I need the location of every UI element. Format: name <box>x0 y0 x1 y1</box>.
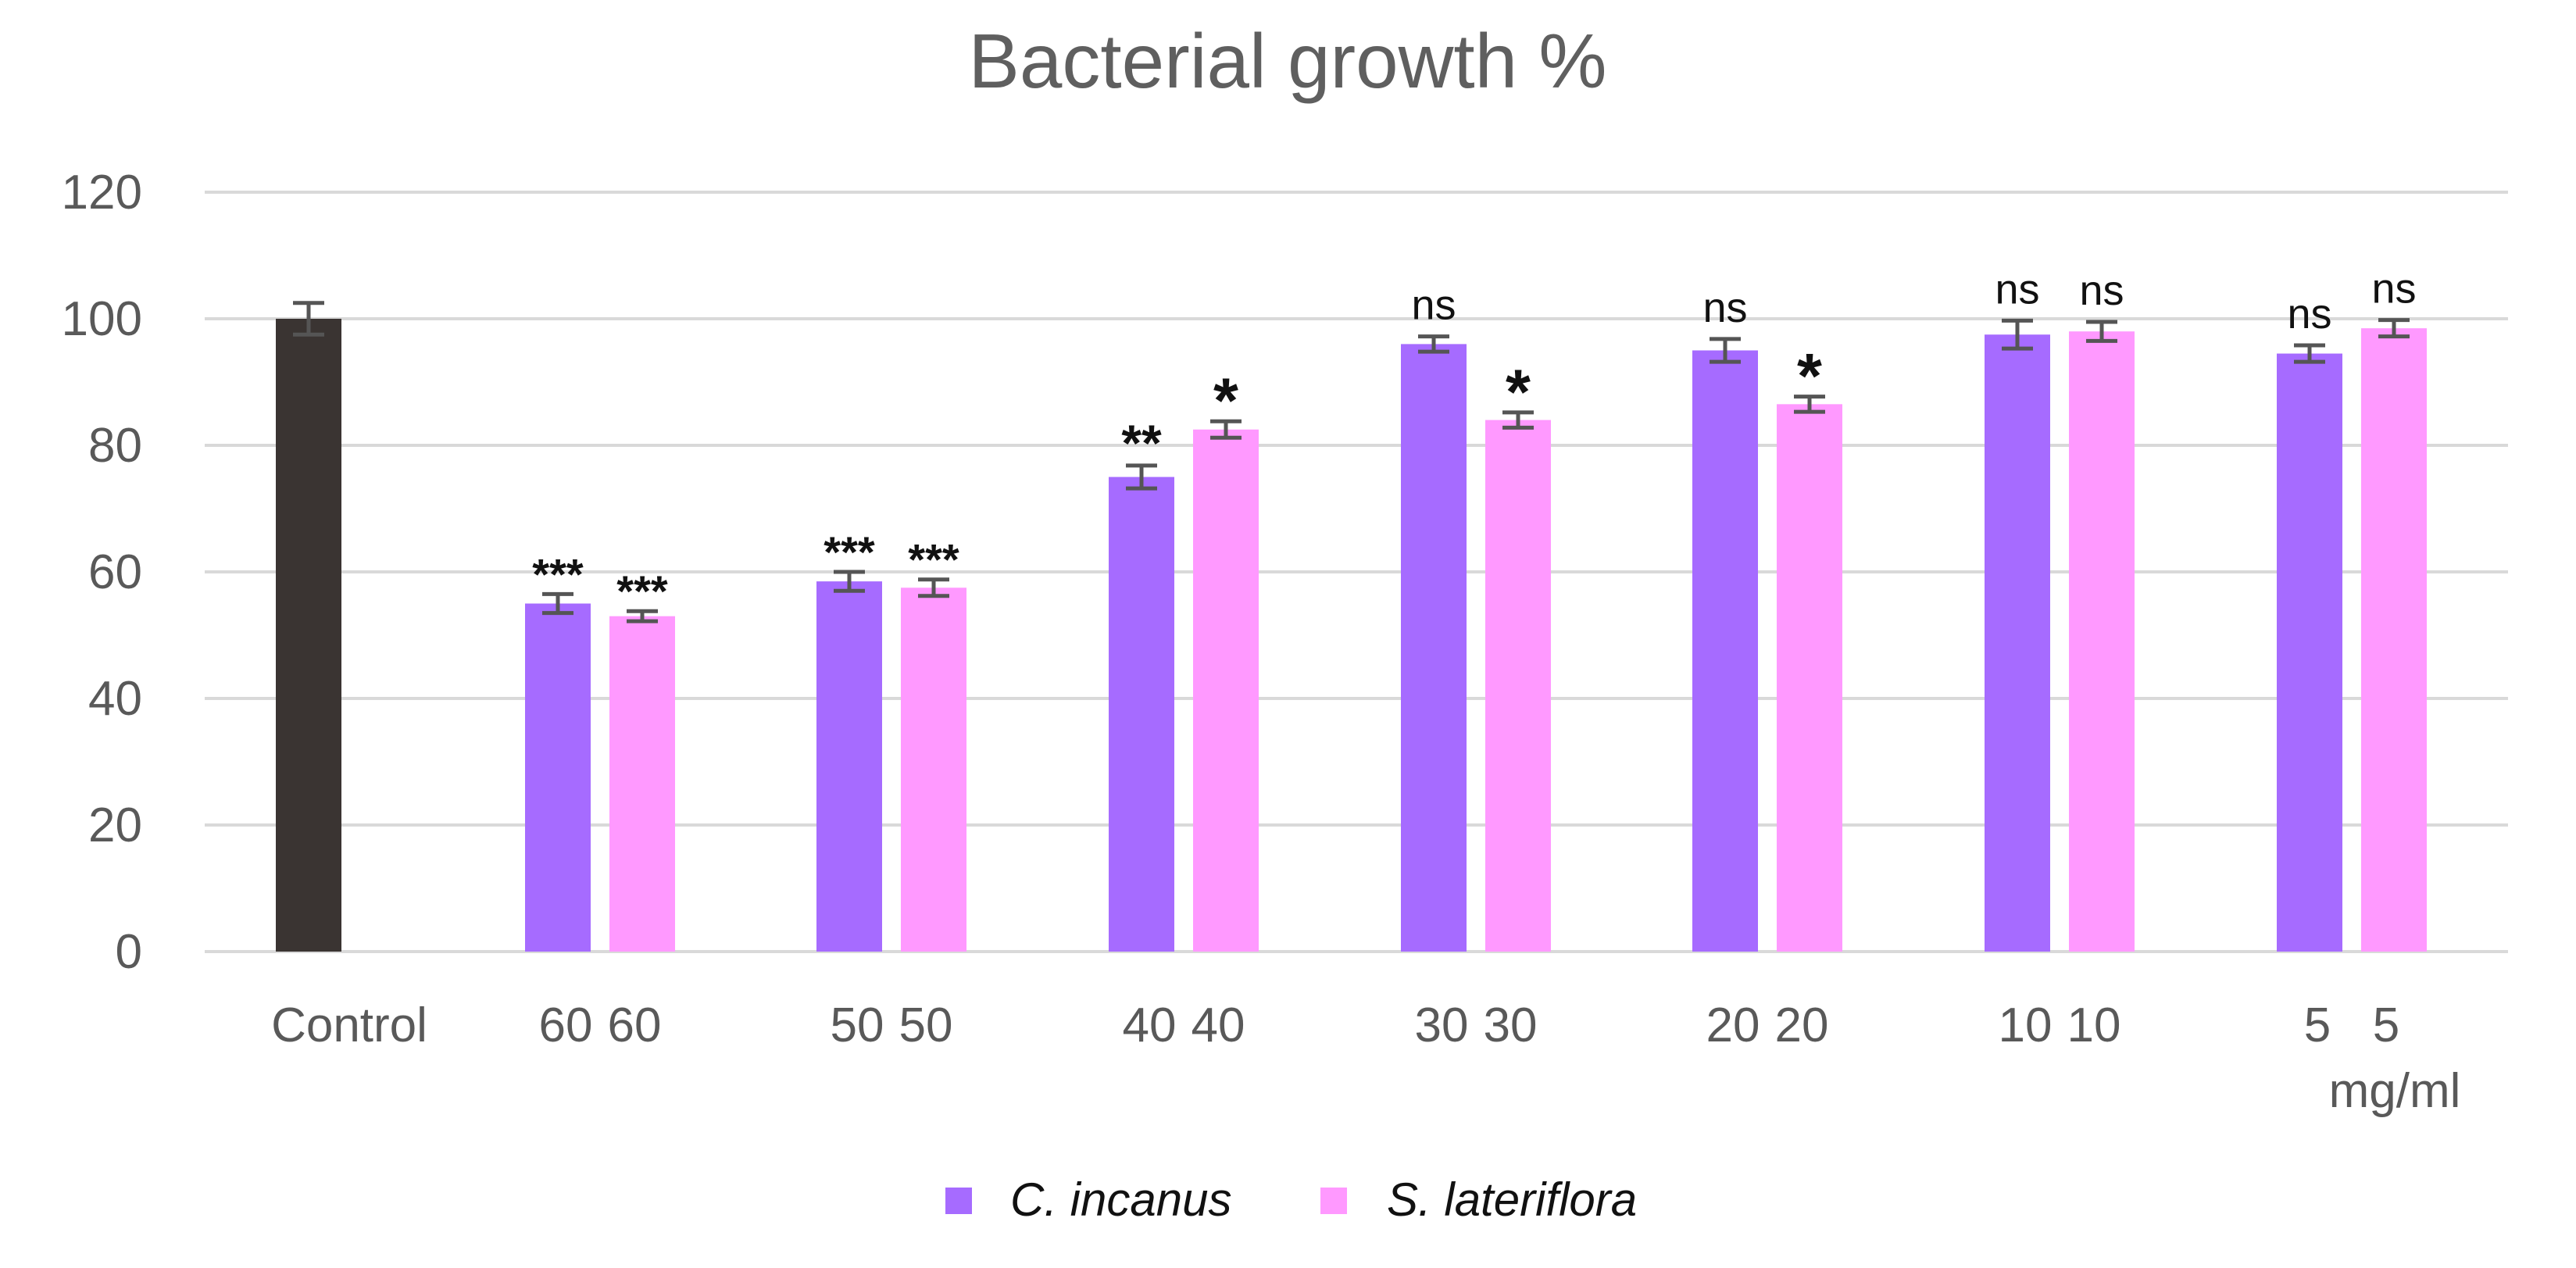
bar-control <box>276 319 341 952</box>
bar-s-lateriflora-60 <box>609 616 675 952</box>
significance-s-lateriflora-5: ns <box>2371 266 2416 313</box>
y-tick-label-60: 60 <box>88 545 142 599</box>
legend-label-c-incanus: C. incanus <box>1010 1173 1231 1226</box>
x-tick-label-c-incanus-50: 50 <box>831 998 884 1052</box>
bar-s-lateriflora-20 <box>1777 404 1842 952</box>
significance-s-lateriflora-60: *** <box>616 566 668 616</box>
y-tick-label-0: 0 <box>116 925 142 979</box>
x-tick-label-s-lateriflora-60: 60 <box>608 998 662 1052</box>
error-bars <box>293 301 2410 623</box>
bar-c-incanus-60 <box>525 603 591 952</box>
x-tick-label-c-incanus-5: 5 <box>2304 998 2331 1052</box>
significance-c-incanus-10: ns <box>1995 266 2039 313</box>
bar-c-incanus-10 <box>1985 334 2050 952</box>
bar-s-lateriflora-10 <box>2069 331 2135 952</box>
legend: C. incanus S. lateriflora <box>945 1173 1637 1226</box>
x-tick-label-s-lateriflora-40: 40 <box>1192 998 1245 1052</box>
significance-c-incanus-40: ** <box>1121 414 1162 472</box>
bar-s-lateriflora-30 <box>1485 420 1551 952</box>
y-tick-label-120: 120 <box>62 166 142 220</box>
bar-s-lateriflora-40 <box>1193 429 1259 952</box>
x-tick-label-c-incanus-40: 40 <box>1123 998 1177 1052</box>
x-tick-label-control: Control <box>271 998 427 1052</box>
y-tick-label-40: 40 <box>88 672 142 726</box>
x-tick-label-c-incanus-10: 10 <box>1999 998 2053 1052</box>
bar-s-lateriflora-5 <box>2361 328 2427 952</box>
bar-s-lateriflora-50 <box>901 588 966 952</box>
y-tick-label-80: 80 <box>88 419 142 473</box>
legend-swatch-s-lateriflora <box>1320 1188 1347 1214</box>
x-tick-label-s-lateriflora-20: 20 <box>1775 998 1829 1052</box>
significance-c-incanus-30: ns <box>1411 282 1456 329</box>
y-tick-label-20: 20 <box>88 798 142 852</box>
significance-s-lateriflora-50: *** <box>908 535 959 584</box>
bar-c-incanus-30 <box>1401 344 1467 952</box>
significance-s-lateriflora-30: * <box>1506 357 1531 428</box>
x-tick-label-c-incanus-60: 60 <box>539 998 593 1052</box>
chart-title: Bacterial growth % <box>968 18 1606 104</box>
significance-s-lateriflora-10: ns <box>2079 267 2124 314</box>
y-tick-label-100: 100 <box>62 292 142 346</box>
x-tick-label-s-lateriflora-10: 10 <box>2067 998 2121 1052</box>
bars <box>276 319 2427 952</box>
bar-c-incanus-20 <box>1692 350 1758 952</box>
x-axis-ticks: Control 60 50 40 30 20 10 5 60 50 40 30 20 10 5 <box>271 998 2399 1052</box>
significance-c-incanus-60: *** <box>532 549 584 598</box>
x-tick-label-c-incanus-20: 20 <box>1706 998 1760 1052</box>
y-axis-ticks: 0 20 40 60 80 100 120 <box>62 166 142 979</box>
x-axis-unit-label: mg/ml <box>2329 1064 2461 1118</box>
significance-c-incanus-5: ns <box>2287 291 2331 338</box>
bar-c-incanus-40 <box>1109 477 1174 952</box>
significance-s-lateriflora-40: * <box>1213 366 1238 437</box>
legend-label-s-lateriflora: S. lateriflora <box>1387 1173 1637 1226</box>
legend-swatch-c-incanus <box>945 1188 972 1214</box>
x-tick-label-s-lateriflora-5: 5 <box>2373 998 2399 1052</box>
bar-c-incanus-50 <box>816 581 882 952</box>
bar-c-incanus-5 <box>2277 353 2342 952</box>
x-tick-label-c-incanus-30: 30 <box>1415 998 1469 1052</box>
x-tick-label-s-lateriflora-50: 50 <box>899 998 953 1052</box>
significance-s-lateriflora-20: * <box>1797 341 1822 413</box>
x-tick-label-s-lateriflora-30: 30 <box>1484 998 1538 1052</box>
significance-c-incanus-50: *** <box>824 527 875 577</box>
significance-c-incanus-20: ns <box>1702 284 1747 331</box>
